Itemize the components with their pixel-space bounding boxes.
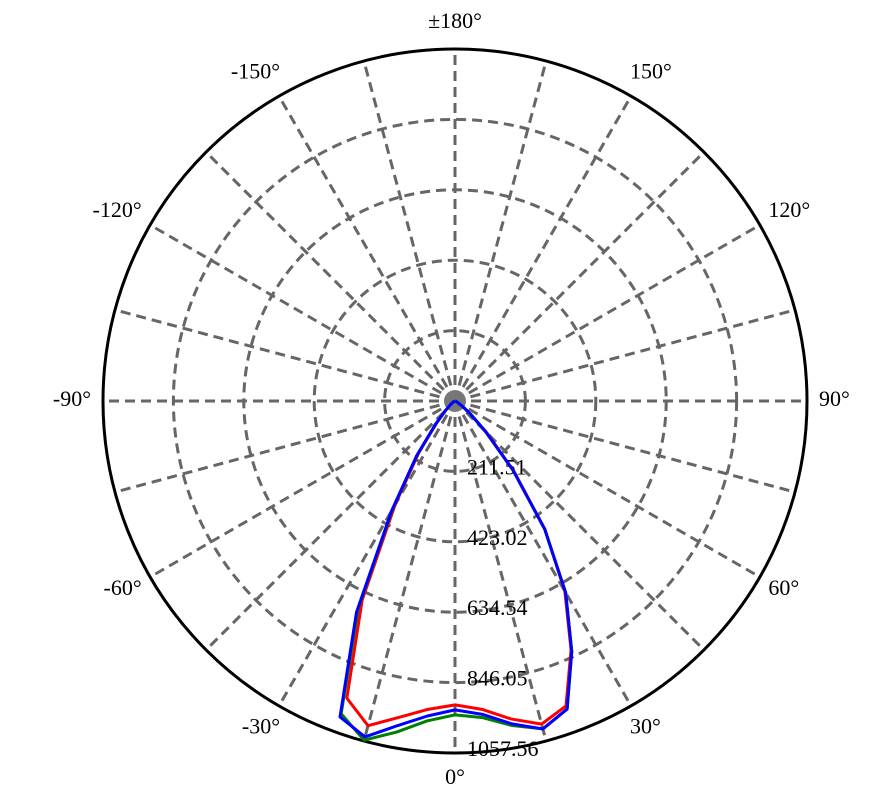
grid-spoke: [277, 400, 457, 707]
minor-spoke: [205, 151, 457, 403]
grid-spoke: [453, 400, 633, 707]
r-tick-label: 1057.56: [467, 736, 539, 761]
r-tick-label: 846.05: [467, 666, 528, 691]
series-line: [338, 399, 574, 739]
grid-spoke: [149, 223, 456, 403]
theta-tick-label: -120°: [93, 197, 142, 222]
grid-ring: [383, 329, 527, 473]
grid-spoke: [453, 95, 633, 402]
r-tick-label: 423.02: [467, 525, 528, 550]
theta-tick-label: -30°: [242, 713, 280, 738]
theta-tick-label: 150°: [630, 59, 672, 84]
theta-tick-label: -60°: [104, 575, 142, 600]
grid-spoke: [454, 223, 761, 403]
theta-tick-label: -90°: [53, 386, 91, 411]
minor-spoke: [362, 400, 457, 742]
minor-spoke: [114, 308, 456, 403]
minor-spoke: [114, 399, 456, 494]
theta-tick-label: -150°: [231, 59, 280, 84]
grid-spoke: [149, 399, 456, 579]
minor-spoke: [453, 399, 705, 651]
minor-spoke: [362, 60, 457, 402]
grid-ring: [312, 258, 598, 544]
r-tick-label: 634.54: [467, 595, 528, 620]
minor-spoke: [454, 308, 796, 403]
theta-tick-label: 90°: [819, 386, 850, 411]
grid-spoke: [277, 95, 457, 402]
minor-spoke: [454, 399, 796, 494]
grid-spoke: [454, 399, 761, 579]
grid-ring: [242, 188, 668, 614]
minor-spoke: [453, 400, 548, 742]
theta-tick-label: 0°: [445, 764, 465, 789]
theta-tick-label: 60°: [768, 575, 799, 600]
minor-spoke: [205, 399, 457, 651]
minor-spoke: [453, 151, 705, 403]
minor-spoke: [453, 60, 548, 402]
series-line: [345, 399, 573, 728]
theta-tick-label: ±180°: [428, 8, 482, 33]
theta-tick-label: 30°: [630, 713, 661, 738]
theta-tick-label: 120°: [768, 197, 810, 222]
grid-ring: [171, 117, 739, 685]
outer-ring: [101, 47, 809, 755]
